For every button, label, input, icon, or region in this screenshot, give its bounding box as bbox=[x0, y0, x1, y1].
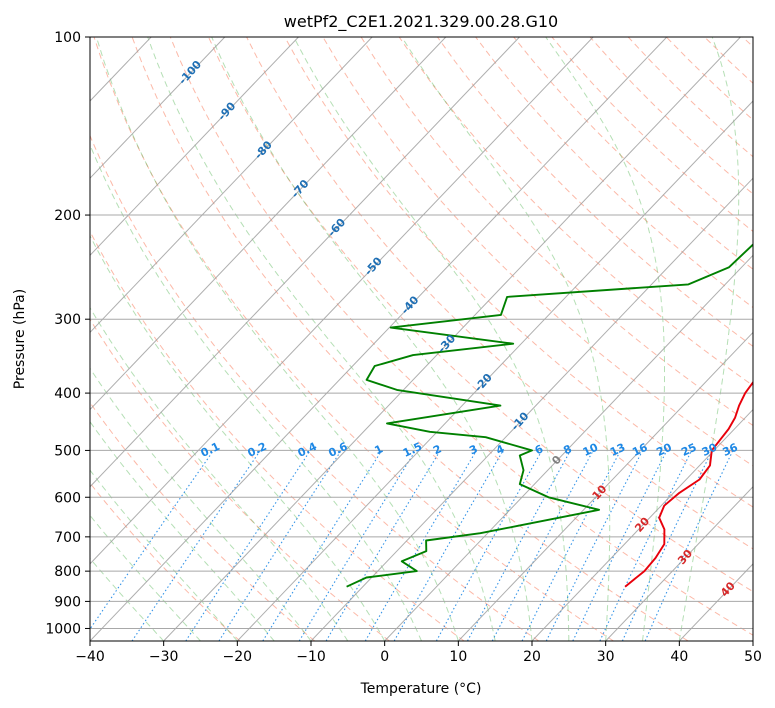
x-tick-label: −40 bbox=[75, 649, 105, 665]
x-axis-label: Temperature (°C) bbox=[360, 681, 482, 697]
x-axis: −40 −30 −20 −10 0 10 20 30 40 50 bbox=[75, 641, 762, 665]
mixing-ratio-label: 36 bbox=[721, 441, 741, 459]
isotherm-line bbox=[163, 37, 741, 641]
y-tick-label: 200 bbox=[54, 208, 81, 224]
moist-adiabat bbox=[90, 420, 275, 641]
isotherm-line bbox=[457, 331, 753, 641]
mixing-ratio-label: 20 bbox=[654, 441, 674, 459]
y-axis: 100 200 300 400 500 600 700 800 900 1000 bbox=[45, 30, 90, 637]
y-tick-label: 700 bbox=[54, 530, 81, 546]
x-tick-label: 0 bbox=[380, 649, 389, 665]
x-tick-label: −30 bbox=[149, 649, 179, 665]
moist-adiabat bbox=[545, 37, 665, 641]
mixing-ratio-label: 16 bbox=[630, 441, 650, 459]
mixing-ratio-line bbox=[218, 450, 342, 641]
y-tick-label: 400 bbox=[54, 386, 81, 402]
dewpoint-profile bbox=[346, 243, 753, 588]
x-tick-label: −20 bbox=[223, 649, 253, 665]
mixing-ratio-label: 25 bbox=[679, 441, 698, 459]
y-axis-label: Pressure (hPa) bbox=[12, 289, 28, 389]
dry-adiabat bbox=[208, 37, 753, 593]
moist-adiabat bbox=[293, 37, 570, 641]
dry-adiabat bbox=[90, 318, 390, 641]
dry-adiabat bbox=[360, 37, 753, 427]
x-tick-label: −10 bbox=[296, 649, 326, 665]
moist-adiabat bbox=[401, 37, 611, 641]
dry-adiabat bbox=[90, 230, 465, 641]
mixing-ratio-line bbox=[90, 450, 214, 630]
y-tick-label: 800 bbox=[54, 564, 81, 580]
mixing-ratio-label: 10 bbox=[581, 441, 601, 459]
gridlines bbox=[0, 37, 753, 641]
moist-adiabat bbox=[147, 37, 496, 641]
isotherm-line bbox=[90, 37, 594, 565]
moist-adiabat bbox=[678, 37, 740, 641]
y-tick-label: 1000 bbox=[45, 621, 81, 637]
moist-adiabat bbox=[90, 469, 238, 641]
isotherm-line bbox=[0, 37, 4, 641]
mixing-ratio-label: 13 bbox=[608, 441, 627, 459]
dry-adiabat bbox=[93, 37, 614, 641]
mixing-ratio-label: 30 bbox=[700, 441, 720, 459]
isotherm-line bbox=[752, 640, 753, 641]
moist-adiabat bbox=[90, 143, 422, 641]
dry-adiabat bbox=[90, 482, 241, 641]
moist-adiabat bbox=[90, 306, 349, 641]
y-tick-label: 600 bbox=[54, 490, 81, 506]
y-tick-label: 500 bbox=[54, 443, 81, 459]
mixing-ratio-line bbox=[435, 450, 543, 641]
moist-adiabat bbox=[95, 37, 459, 641]
isotherm-line bbox=[236, 100, 753, 641]
mixing-ratio-line bbox=[545, 450, 644, 641]
isotherm-line bbox=[90, 37, 226, 179]
y-tick-label: 900 bbox=[54, 594, 81, 610]
x-tick-label: 50 bbox=[744, 649, 762, 665]
isotherm-line bbox=[90, 37, 447, 411]
mixing-ratio-line bbox=[298, 450, 417, 641]
profiles bbox=[346, 243, 753, 588]
mixing-ratio-line bbox=[572, 450, 668, 641]
isotherm-line bbox=[90, 37, 520, 488]
dry-adiabat bbox=[246, 37, 753, 550]
dry-adiabat bbox=[90, 134, 540, 641]
plot-frame bbox=[89, 36, 754, 642]
dry-adiabat bbox=[284, 37, 753, 508]
x-tick-label: 20 bbox=[523, 649, 541, 665]
moist-adiabat bbox=[90, 234, 386, 641]
background-lines bbox=[90, 37, 753, 641]
dry-adiabat bbox=[322, 37, 753, 467]
x-tick-label: 10 bbox=[449, 649, 467, 665]
mixing-ratio-line bbox=[262, 450, 383, 641]
isotherm-line bbox=[90, 37, 299, 257]
isotherm-line bbox=[384, 254, 753, 641]
isotherm-line bbox=[310, 177, 753, 641]
isotherm-line bbox=[531, 408, 753, 641]
moist-adiabat bbox=[211, 37, 533, 641]
plot-background bbox=[90, 37, 753, 641]
isotherm-line bbox=[605, 486, 753, 641]
y-tick-label: 300 bbox=[54, 312, 81, 328]
dry-adiabat bbox=[90, 401, 316, 641]
dry-adiabat bbox=[169, 37, 753, 636]
mixing-ratio-line bbox=[393, 450, 504, 641]
x-tick-label: 30 bbox=[597, 649, 615, 665]
isotherm-line bbox=[90, 37, 373, 334]
y-tick-label: 100 bbox=[54, 30, 81, 46]
temperature-profile bbox=[624, 380, 753, 588]
mixing-ratio-line bbox=[467, 450, 571, 641]
x-tick-label: 40 bbox=[670, 649, 688, 665]
chart-title: wetPf2_C2E1.2021.329.00.28.G10 bbox=[284, 12, 558, 32]
isotherm-line bbox=[90, 37, 668, 641]
mixing-ratio-line bbox=[185, 450, 311, 641]
